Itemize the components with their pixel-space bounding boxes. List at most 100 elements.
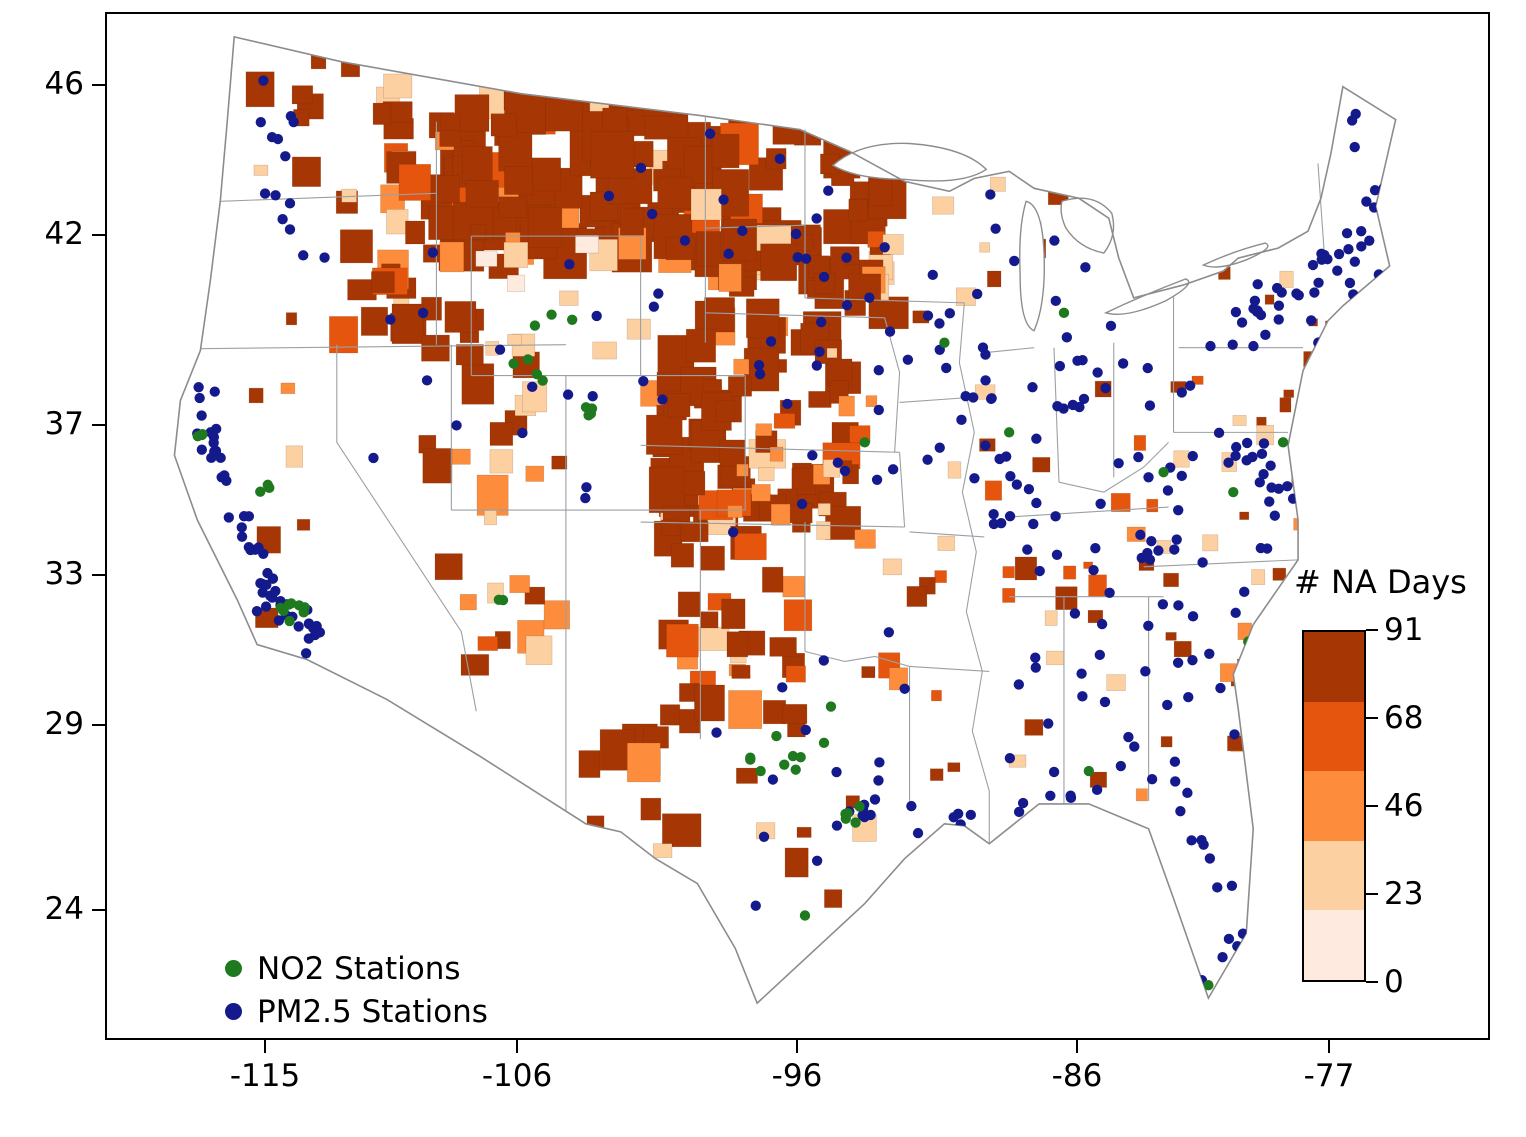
county-patch — [680, 521, 709, 543]
pm25-station-dot — [1307, 259, 1319, 271]
county-patch — [1202, 534, 1219, 552]
pm25-station-dot — [657, 394, 668, 405]
county-patch — [937, 535, 955, 551]
pm25-station-dot — [210, 423, 222, 435]
colorbar-segment — [1304, 840, 1364, 911]
pm25-station-dot — [1213, 427, 1225, 439]
pm25-station-dot — [215, 452, 226, 464]
pm25-station-dot — [1223, 457, 1234, 468]
county-patch — [1251, 569, 1266, 585]
county-patch — [947, 461, 962, 479]
county-patch — [551, 455, 568, 470]
pm25-station-dot — [1133, 451, 1144, 463]
pm25-station-dot — [564, 259, 575, 270]
county-patch — [826, 347, 838, 359]
pm25-station-dot — [451, 420, 462, 431]
pm25-station-dot — [219, 470, 230, 481]
county-patch — [751, 484, 771, 502]
pm25-station-dot — [1153, 545, 1164, 556]
pm25-station-dot — [1157, 599, 1169, 610]
county-patch — [677, 591, 701, 618]
pm25-station-dot — [1256, 448, 1268, 460]
pm25-station-dot — [1204, 648, 1215, 659]
county-patch — [360, 306, 388, 336]
county-patch — [990, 176, 1006, 192]
pm25-station-dot — [298, 250, 309, 261]
pm25-station-dot — [1271, 282, 1283, 294]
county-patch — [1178, 175, 1195, 193]
state-border-line — [909, 665, 990, 672]
pm25-station-dot — [765, 336, 777, 347]
pm25-station-dot — [368, 452, 379, 464]
pm25-legend-label: PM2.5 Stations — [257, 993, 488, 1030]
pm25-station-dot — [1175, 806, 1186, 817]
county-patch — [248, 387, 264, 404]
pm25-station-dot — [1092, 367, 1103, 378]
no2-station-dot — [529, 320, 541, 331]
station-legend: NO2 Stations PM2.5 Stations — [225, 947, 488, 1033]
no2-station-dot — [293, 600, 305, 611]
pm25-station-dot — [284, 224, 296, 235]
county-patch — [626, 318, 651, 340]
no2-station-dot — [1277, 437, 1289, 448]
pm25-station-dot — [427, 247, 439, 258]
pm25-station-dot — [1198, 839, 1209, 850]
county-patch — [662, 813, 702, 848]
pm25-station-dot — [273, 615, 285, 626]
pm25-station-dot — [1058, 403, 1069, 414]
county-patch — [476, 474, 509, 516]
county-patch — [460, 654, 490, 676]
us-outline — [173, 35, 1397, 1005]
county-patch — [503, 241, 529, 268]
pm25-station-dot — [527, 381, 538, 393]
county-patch — [782, 576, 805, 598]
pm25-station-dot — [385, 314, 396, 325]
pm25-station-dot — [1212, 882, 1223, 893]
pm25-station-dot — [1171, 534, 1182, 545]
pm25-station-dot — [1162, 485, 1174, 496]
county-patch — [931, 689, 942, 702]
pm25-station-dot — [264, 590, 276, 601]
county-patch — [1087, 609, 1104, 624]
x-tick-mark — [796, 1040, 798, 1053]
pm25-station-dot — [1136, 552, 1147, 564]
pm25-station-dot — [1344, 277, 1356, 289]
pm25-station-dot — [258, 75, 269, 86]
county-patch — [421, 334, 450, 362]
county-patch — [736, 767, 758, 784]
pm25-station-dot — [270, 190, 281, 201]
county-patch — [1173, 450, 1190, 468]
pm25-station-dot — [1227, 339, 1238, 350]
county-patch — [455, 344, 484, 366]
pm25-station-dot — [1223, 933, 1235, 945]
pm25-station-dot — [1349, 141, 1360, 153]
no2-station-dot — [278, 605, 289, 617]
pm25-station-dot — [1367, 316, 1378, 328]
pm25-station-dot — [800, 724, 811, 736]
county-patch — [657, 176, 693, 209]
pm25-station-dot — [832, 457, 844, 468]
county-patch — [861, 666, 876, 679]
no2-station-dot — [567, 314, 578, 325]
county-patch — [1256, 416, 1267, 427]
pm25-station-dot — [1176, 470, 1187, 482]
legend-row-pm25: PM2.5 Stations — [225, 990, 488, 1033]
no2-station-dot — [779, 759, 790, 770]
no2-station-dot — [284, 615, 295, 627]
pm25-station-dot — [1241, 437, 1253, 449]
colorbar-title: # NA Days — [1294, 563, 1467, 601]
pm25-station-dot — [591, 310, 602, 322]
pm25-station-dot — [718, 194, 729, 205]
pm25-station-dot — [753, 359, 765, 371]
state-border-line — [1053, 347, 1060, 483]
pm25-station-dot — [293, 621, 304, 632]
pm25-station-dot — [774, 153, 786, 165]
pm25-station-dot — [1265, 695, 1277, 707]
county-patch — [559, 290, 579, 306]
county-patch — [545, 83, 583, 132]
pm25-station-dot — [646, 208, 658, 220]
pm25-station-dot — [494, 344, 506, 355]
no2-station-dot — [771, 730, 782, 742]
pm25-station-dot — [1030, 662, 1041, 673]
x-tick-mark — [1328, 1040, 1330, 1053]
